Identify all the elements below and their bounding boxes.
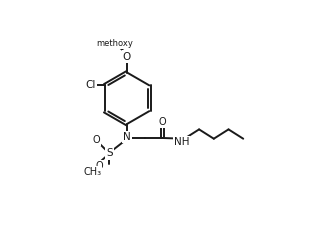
Text: S: S xyxy=(106,148,113,158)
Text: O: O xyxy=(95,161,103,171)
Text: O: O xyxy=(123,52,131,62)
Text: CH₃: CH₃ xyxy=(83,167,101,177)
Text: Cl: Cl xyxy=(85,80,96,90)
Text: methoxy: methoxy xyxy=(96,39,133,48)
Text: N: N xyxy=(123,132,131,142)
Text: O: O xyxy=(92,135,100,145)
Text: O: O xyxy=(159,117,166,126)
Text: NH: NH xyxy=(174,137,189,147)
